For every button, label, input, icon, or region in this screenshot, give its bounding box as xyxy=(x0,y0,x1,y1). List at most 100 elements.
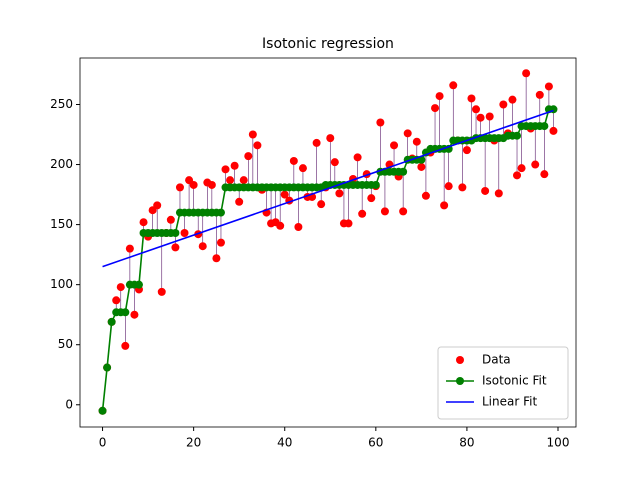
data-point xyxy=(440,201,449,210)
legend-marker xyxy=(456,356,464,364)
data-point xyxy=(125,244,134,253)
data-point xyxy=(376,118,385,127)
data-point xyxy=(435,92,444,101)
fit-point xyxy=(171,229,180,238)
x-tick-label: 80 xyxy=(459,436,474,450)
data-point xyxy=(335,189,344,198)
data-point xyxy=(403,129,412,138)
data-point xyxy=(517,164,526,173)
fit-point xyxy=(121,308,130,317)
data-point xyxy=(130,310,139,319)
data-point xyxy=(390,141,399,150)
data-point xyxy=(189,180,198,189)
data-point xyxy=(112,296,121,305)
data-point xyxy=(380,207,389,216)
data-point xyxy=(544,82,553,91)
data-point xyxy=(412,137,421,146)
data-point xyxy=(421,191,430,200)
data-point xyxy=(467,94,476,103)
fit-point xyxy=(371,180,380,189)
data-point xyxy=(212,254,221,263)
x-tick-label: 20 xyxy=(186,436,201,450)
data-point xyxy=(485,112,494,121)
x-tick-label: 60 xyxy=(368,436,383,450)
data-point xyxy=(253,141,262,150)
data-point xyxy=(157,287,166,296)
data-point xyxy=(444,182,453,191)
data-point xyxy=(317,200,326,209)
plot-frame xyxy=(79,57,577,428)
data-point xyxy=(513,171,522,180)
data-point xyxy=(175,183,184,192)
data-point xyxy=(494,189,503,198)
y-tick-label: 0 xyxy=(65,397,73,411)
data-point xyxy=(289,156,298,165)
data-point xyxy=(476,113,485,122)
fit-point xyxy=(540,122,549,131)
data-point xyxy=(180,229,189,238)
data-point xyxy=(417,162,426,171)
data-point xyxy=(330,158,339,167)
data-point xyxy=(235,197,244,206)
fit-point xyxy=(107,317,116,326)
data-point xyxy=(458,183,467,192)
data-point xyxy=(508,95,517,104)
data-point xyxy=(353,153,362,162)
data-point xyxy=(531,160,540,169)
legend-label: Linear Fit xyxy=(482,395,537,409)
data-point xyxy=(121,341,130,350)
data-point xyxy=(298,164,307,173)
x-tick-label: 0 xyxy=(99,436,107,450)
data-point xyxy=(221,165,230,174)
data-point xyxy=(244,152,253,161)
data-point xyxy=(472,105,481,114)
data-point xyxy=(294,223,303,232)
data-point xyxy=(549,126,558,135)
line xyxy=(102,109,554,268)
data-point xyxy=(116,283,125,292)
y-tick-label: 50 xyxy=(58,337,73,351)
x-tick-label: 40 xyxy=(277,436,292,450)
data-point xyxy=(367,194,376,203)
data-point xyxy=(230,161,239,170)
data-point xyxy=(399,207,408,216)
data-point xyxy=(462,146,471,155)
legend-box xyxy=(437,346,569,420)
legend-label: Data xyxy=(482,353,511,367)
data-point xyxy=(171,243,180,252)
data-point xyxy=(166,215,175,224)
data-point xyxy=(499,100,508,109)
data-point xyxy=(344,219,353,228)
fit-point xyxy=(98,406,107,415)
fit-point xyxy=(103,363,112,372)
data-point xyxy=(358,209,367,218)
y-tick-label: 150 xyxy=(50,217,73,231)
x-tick-label: 100 xyxy=(547,436,570,450)
legend-label: Isotonic Fit xyxy=(482,374,547,388)
fit-point xyxy=(216,208,225,217)
data-point xyxy=(198,242,207,251)
data-point xyxy=(522,69,531,78)
data-point xyxy=(449,81,458,90)
data-point xyxy=(481,186,490,195)
fit-point xyxy=(513,131,522,140)
data-point xyxy=(153,201,162,210)
data-point xyxy=(239,176,248,185)
data-point xyxy=(280,190,289,199)
data-point xyxy=(207,180,216,189)
fit-point xyxy=(399,167,408,176)
data-point xyxy=(276,221,285,230)
data-point xyxy=(312,138,321,147)
y-tick-label: 200 xyxy=(50,157,73,171)
data-point xyxy=(139,218,148,227)
data-point xyxy=(326,134,335,143)
data-point xyxy=(248,130,257,139)
chart-title: Isotonic regression xyxy=(262,36,394,52)
data-point xyxy=(226,176,235,185)
legend-marker xyxy=(456,377,464,385)
y-tick-label: 100 xyxy=(50,277,73,291)
data-point xyxy=(216,238,225,247)
data-point xyxy=(540,170,549,179)
fit-point xyxy=(134,280,143,289)
